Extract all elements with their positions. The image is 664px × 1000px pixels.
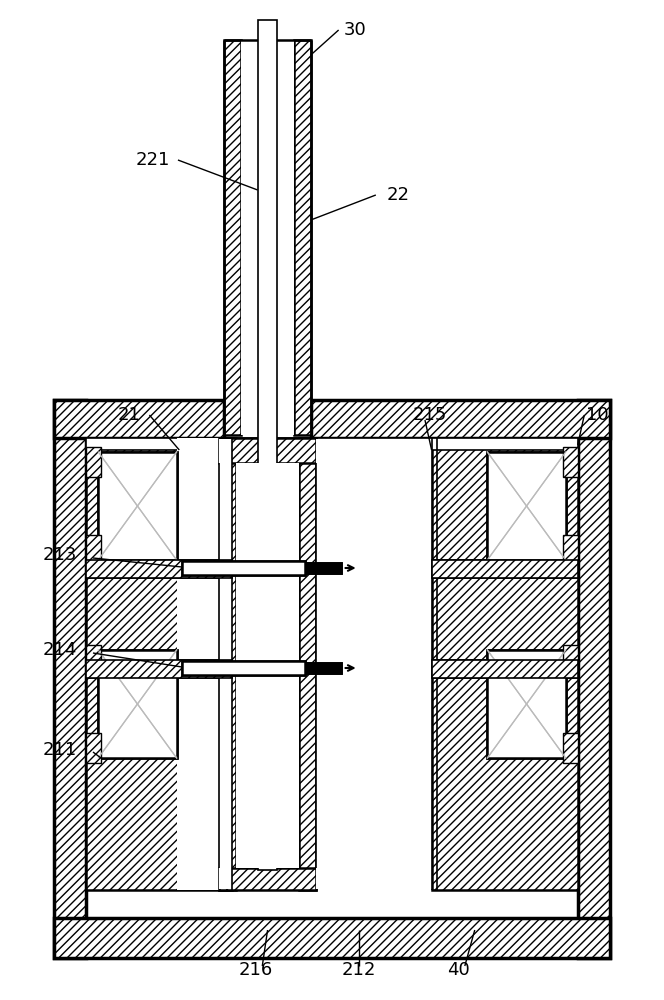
Bar [224, 40, 241, 435]
Bar [563, 535, 578, 565]
Bar [54, 918, 610, 958]
Text: 21: 21 [118, 406, 141, 424]
Text: 214: 214 [42, 641, 77, 659]
Text: 22: 22 [387, 186, 410, 204]
Bar [241, 40, 294, 435]
Bar [86, 438, 578, 450]
Bar [432, 560, 578, 578]
Bar [86, 438, 232, 890]
Bar [182, 561, 305, 575]
Bar [182, 661, 305, 675]
Bar [86, 447, 101, 477]
Text: 212: 212 [341, 961, 376, 979]
Bar [305, 562, 342, 574]
Bar [98, 452, 177, 560]
Bar [54, 400, 86, 958]
Bar [294, 40, 311, 435]
Bar [86, 733, 101, 763]
Bar [86, 560, 232, 578]
Bar [219, 438, 236, 890]
Bar [86, 660, 232, 678]
Bar [86, 535, 101, 565]
Bar [258, 20, 277, 870]
Bar [219, 438, 316, 463]
Bar [219, 868, 316, 890]
Bar [432, 660, 578, 678]
Bar [299, 438, 316, 890]
Bar [305, 662, 342, 674]
Bar [487, 650, 566, 758]
Bar [98, 650, 177, 758]
Bar [236, 438, 299, 890]
Bar [563, 645, 578, 675]
Bar [578, 400, 610, 958]
Text: 221: 221 [135, 151, 170, 169]
Bar [311, 400, 610, 438]
Bar [86, 560, 232, 578]
Text: 215: 215 [413, 406, 448, 424]
Bar [86, 645, 101, 675]
Bar [487, 650, 566, 758]
Bar [219, 439, 232, 889]
Text: 30: 30 [344, 21, 367, 39]
Text: 211: 211 [42, 741, 77, 759]
Bar [182, 561, 305, 575]
Text: 213: 213 [42, 546, 77, 564]
Text: 10: 10 [586, 406, 609, 424]
Bar [305, 662, 342, 674]
Bar [182, 661, 305, 675]
Bar [563, 447, 578, 477]
Bar [236, 463, 299, 868]
Bar [432, 560, 578, 578]
Bar [305, 562, 342, 574]
Bar [98, 452, 177, 560]
Bar [86, 660, 232, 678]
Bar [487, 452, 566, 560]
Bar [432, 438, 578, 890]
Bar [316, 439, 432, 889]
Bar [563, 733, 578, 763]
Text: 40: 40 [447, 961, 469, 979]
Bar [54, 400, 224, 438]
Bar [98, 650, 177, 758]
Text: 216: 216 [238, 961, 273, 979]
Bar [487, 452, 566, 560]
Bar [432, 660, 578, 678]
Bar [177, 438, 219, 890]
